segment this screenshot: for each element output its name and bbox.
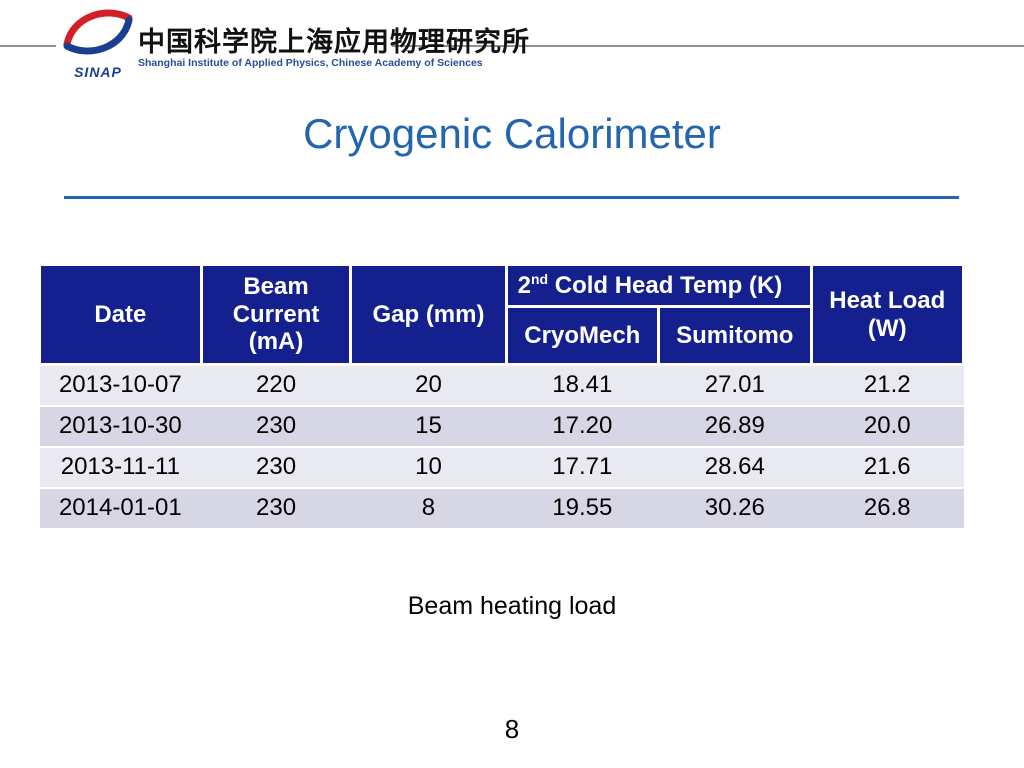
col-header-cryomech: CryoMech — [504, 305, 661, 366]
cell-heat-load: 26.8 — [811, 486, 964, 530]
sinap-logo-text: SINAP — [74, 64, 122, 80]
col-header-cold-head-temp: 2nd Cold Head Temp (K) — [504, 263, 813, 308]
cell-heat-load: 20.0 — [811, 404, 964, 448]
cell-sumitomo-temp: 27.01 — [658, 363, 811, 407]
table-row: 2013-10-30 230 15 17.20 26.89 20.0 — [39, 404, 964, 448]
cold-head-ordinal: nd — [530, 271, 549, 287]
title-underline — [64, 196, 959, 199]
cell-gap: 8 — [350, 486, 507, 530]
cell-sumitomo-temp: 26.89 — [658, 404, 811, 448]
calorimeter-table: Date Beam Current (mA) Gap (mm) 2nd Cold… — [38, 263, 965, 530]
cell-beam-current: 220 — [201, 363, 351, 407]
org-name-english: Shanghai Institute of Applied Physics, C… — [138, 57, 483, 69]
sinap-logo: SINAP — [58, 6, 138, 80]
cell-beam-current: 230 — [201, 404, 351, 448]
cell-gap: 10 — [350, 445, 507, 489]
table-row: 2014-01-01 230 8 19.55 30.26 26.8 — [39, 486, 964, 530]
table-caption: Beam heating load — [407, 592, 617, 620]
col-header-gap: Gap (mm) — [349, 263, 508, 366]
cell-heat-load: 21.6 — [811, 445, 964, 489]
col-header-date: Date — [38, 263, 203, 366]
cell-date: 2013-10-30 — [39, 404, 202, 448]
table-row: 2013-11-11 230 10 17.71 28.64 21.6 — [39, 445, 964, 489]
table-header-row-1: Date Beam Current (mA) Gap (mm) 2nd Cold… — [38, 263, 965, 366]
col-header-heat-load: Heat Load (W) — [809, 263, 965, 366]
col-header-sumitomo: Sumitomo — [657, 305, 813, 366]
cell-date: 2014-01-01 — [39, 486, 202, 530]
page-number: 8 — [504, 714, 520, 744]
cell-cryomech-temp: 17.20 — [506, 404, 659, 448]
cell-gap: 20 — [350, 363, 507, 407]
header-rule-right — [392, 45, 1024, 47]
table-header-row-2: CryoMech Sumitomo — [40, 305, 964, 366]
cell-sumitomo-temp: 28.64 — [658, 445, 811, 489]
org-name-chinese: 中国科学院上海应用物理研究所 — [138, 27, 530, 58]
table-container: Date Beam Current (mA) Gap (mm) 2nd Cold… — [38, 263, 965, 530]
cold-head-rest: Cold Head Temp (K) — [548, 272, 783, 299]
cell-cryomech-temp: 18.41 — [506, 363, 659, 407]
table-row: 2013-10-07 220 20 18.41 27.01 21.2 — [39, 363, 964, 407]
cell-cryomech-temp: 17.71 — [506, 445, 659, 489]
cell-date: 2013-10-07 — [39, 363, 202, 407]
col-header-beam-current: Beam Current (mA) — [199, 263, 353, 366]
header-rule-left — [0, 45, 56, 47]
cell-beam-current: 230 — [201, 445, 351, 489]
cold-head-prefix: 2 — [517, 272, 531, 299]
cell-date: 2013-11-11 — [39, 445, 202, 489]
cell-heat-load: 21.2 — [811, 363, 964, 407]
cell-beam-current: 230 — [201, 486, 351, 530]
cell-sumitomo-temp: 30.26 — [658, 486, 811, 530]
cell-gap: 15 — [350, 404, 507, 448]
cell-cryomech-temp: 19.55 — [506, 486, 659, 530]
slide-title: Cryogenic Calorimeter — [303, 110, 721, 157]
sinap-swoosh-icon — [63, 9, 133, 55]
